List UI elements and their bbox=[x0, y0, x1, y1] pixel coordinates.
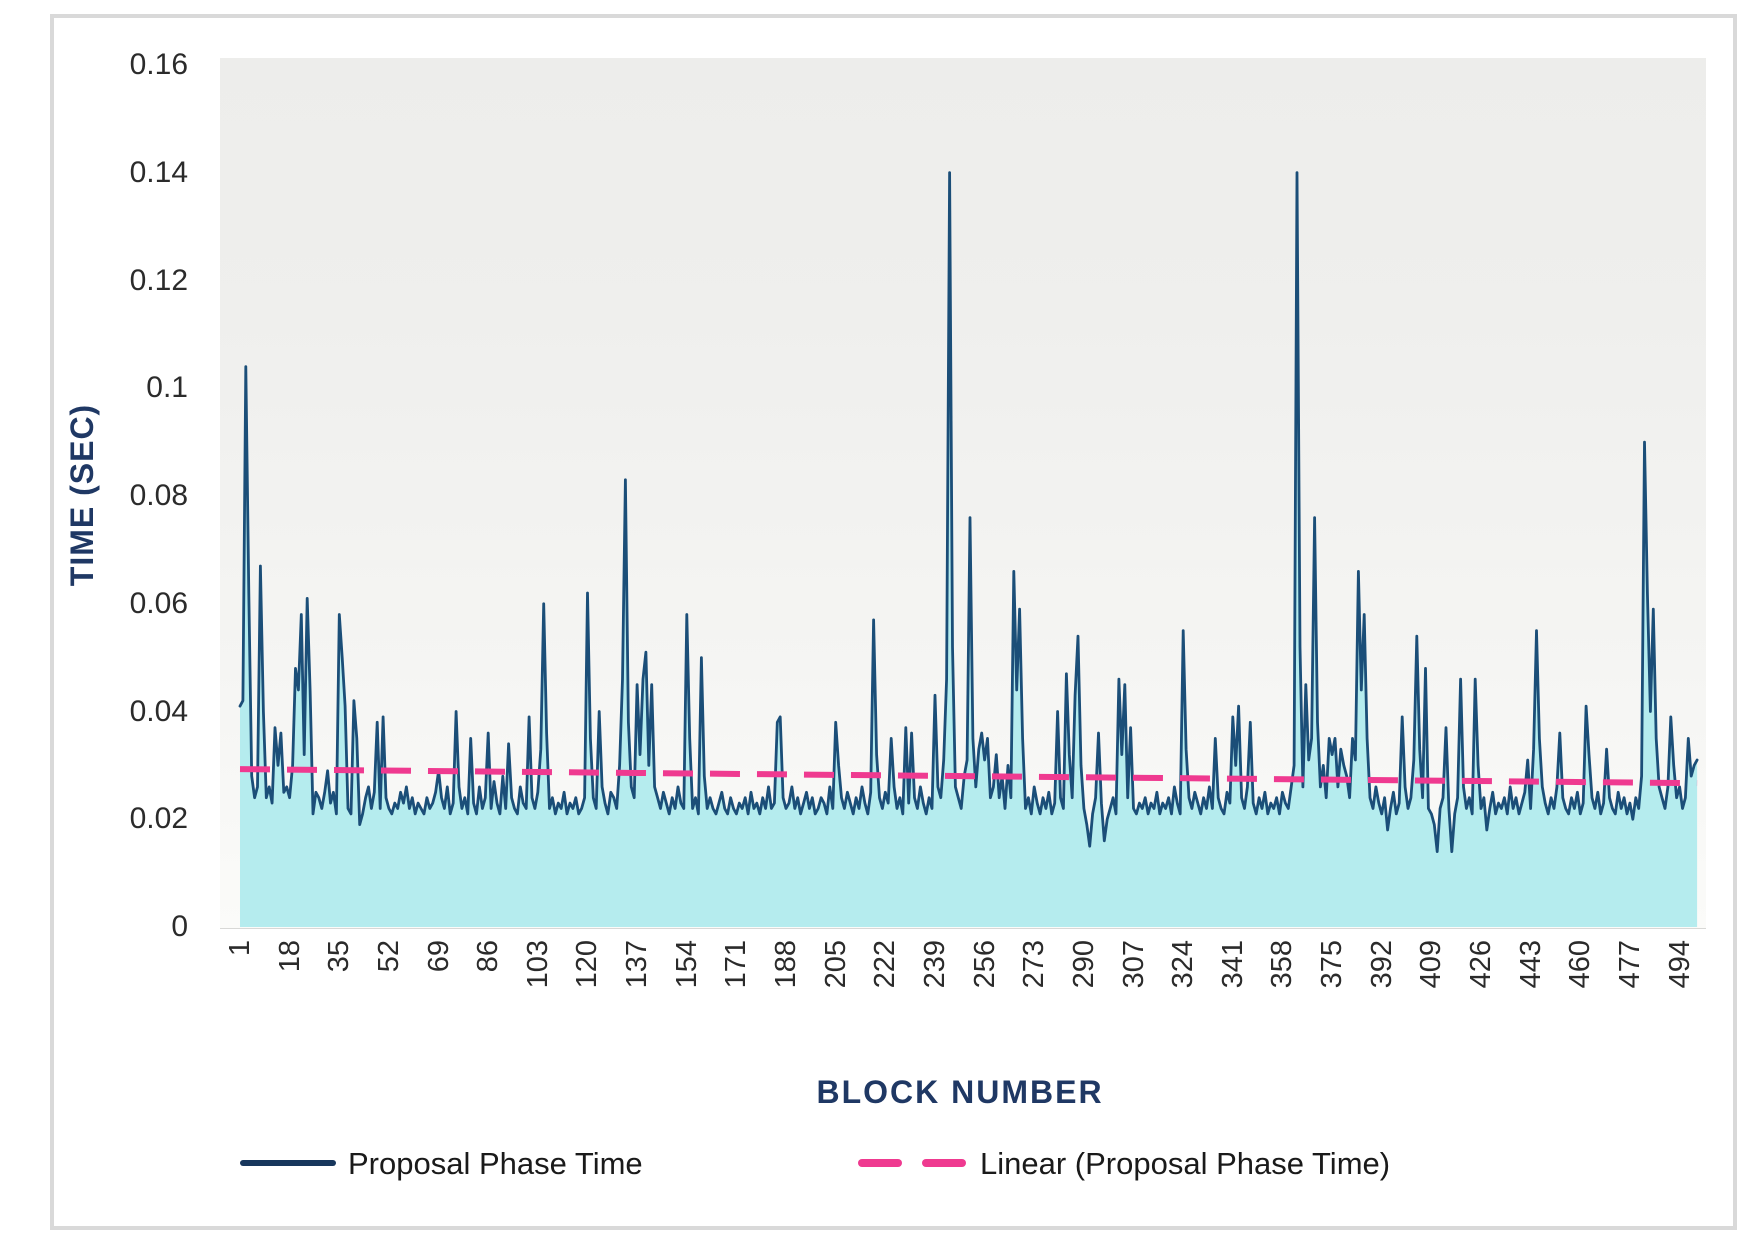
legend-line-swatch bbox=[240, 1160, 336, 1166]
legend-label-linear-trend: Linear (Proposal Phase Time) bbox=[980, 1146, 1391, 1181]
x-tick-label: 154 bbox=[670, 940, 703, 989]
x-tick-label: 341 bbox=[1216, 940, 1249, 989]
x-tick-label: 239 bbox=[918, 940, 951, 989]
y-tick-label: 0.1 bbox=[146, 371, 188, 405]
x-tick-label: 307 bbox=[1117, 940, 1150, 989]
y-tick-label: 0.04 bbox=[129, 694, 188, 728]
legend: Proposal Phase Time Linear (Proposal Pha… bbox=[0, 1140, 1760, 1186]
x-axis-title: BLOCK NUMBER bbox=[816, 1074, 1104, 1110]
x-tick-label: 86 bbox=[472, 940, 505, 973]
x-tick-label: 273 bbox=[1018, 940, 1051, 989]
x-tick-label: 324 bbox=[1167, 940, 1200, 989]
x-tick-label: 426 bbox=[1465, 940, 1497, 989]
y-tick-label: 0.14 bbox=[129, 155, 188, 189]
x-tick-label: 69 bbox=[422, 940, 455, 973]
y-tick-label: 0 bbox=[171, 910, 188, 943]
plot-area bbox=[238, 171, 1699, 927]
x-tick-label: 35 bbox=[323, 940, 356, 973]
y-tick-label: 0.02 bbox=[129, 802, 188, 836]
legend-dash-swatch bbox=[922, 1159, 966, 1167]
y-tick-label: 0.12 bbox=[129, 263, 188, 297]
y-axis-title: TIME (SEC) bbox=[64, 403, 100, 587]
proposal-phase-time-line bbox=[238, 171, 1699, 853]
linear-trendline bbox=[239, 766, 1698, 787]
x-tick-label: 460 bbox=[1564, 940, 1597, 989]
x-tick-label: 409 bbox=[1415, 940, 1448, 989]
x-tick-label: 290 bbox=[1067, 940, 1100, 989]
x-tick-label: 1 bbox=[224, 940, 256, 957]
x-tick-label: 375 bbox=[1316, 940, 1349, 989]
y-tick-label: 0.06 bbox=[129, 586, 188, 620]
y-tick-label: 0.08 bbox=[129, 479, 188, 512]
y-tick-label: 0.16 bbox=[129, 48, 188, 81]
legend-dash-swatch bbox=[858, 1159, 902, 1167]
x-tick-label: 358 bbox=[1266, 940, 1299, 989]
x-tick-label: 137 bbox=[621, 940, 654, 989]
x-tick-label: 477 bbox=[1613, 940, 1646, 989]
x-tick-label: 392 bbox=[1365, 940, 1398, 989]
x-tick-label: 171 bbox=[720, 940, 753, 989]
x-tick-label: 18 bbox=[273, 940, 306, 973]
x-tick-label: 188 bbox=[770, 940, 803, 989]
x-tick-label: 443 bbox=[1514, 940, 1547, 989]
x-tick-label: 52 bbox=[372, 940, 405, 973]
x-tick-label: 222 bbox=[869, 940, 902, 989]
legend-label-proposal-phase-time: Proposal Phase Time bbox=[348, 1146, 643, 1181]
x-tick-label: 256 bbox=[968, 940, 1001, 989]
x-tick-label: 103 bbox=[521, 940, 554, 989]
x-tick-label: 205 bbox=[819, 940, 852, 989]
x-tick-label: 494 bbox=[1663, 940, 1696, 989]
x-tick-label: 120 bbox=[571, 940, 604, 989]
